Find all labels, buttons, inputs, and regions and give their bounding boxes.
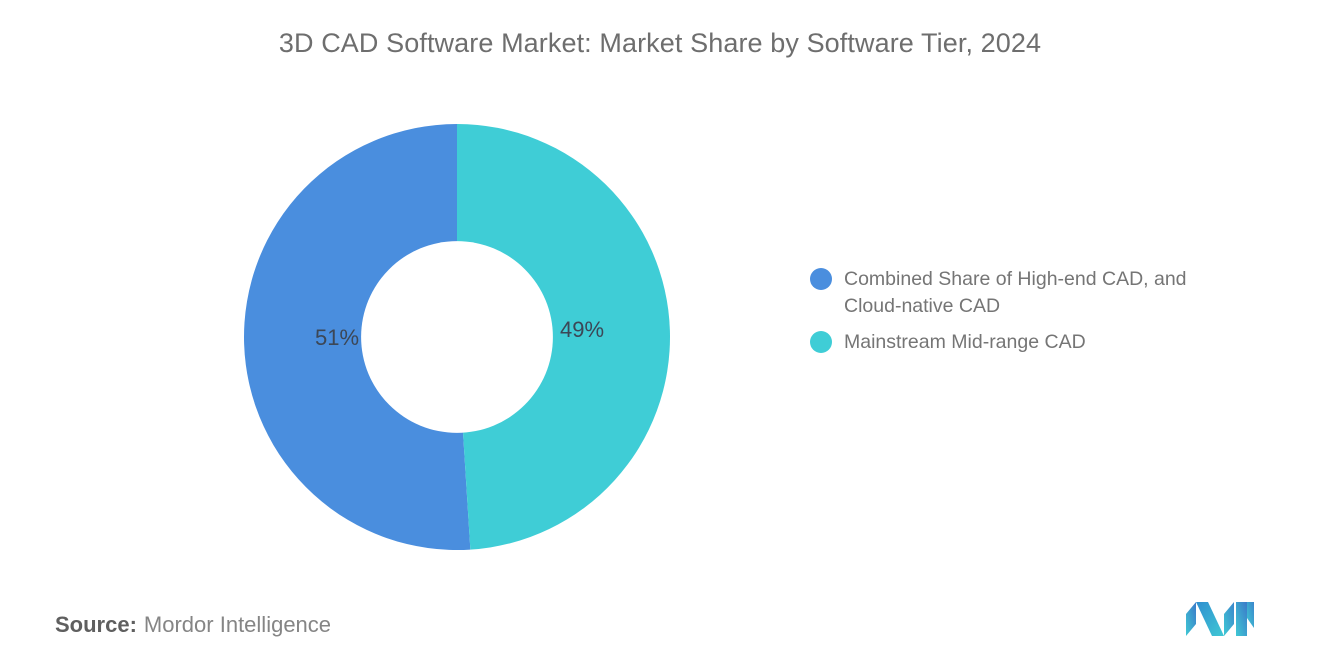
donut-chart: 51% 49% bbox=[242, 122, 672, 552]
donut-chart-svg: 51% 49% bbox=[244, 124, 671, 550]
donut-slice-combined-high-end-cloud-native[interactable] bbox=[244, 124, 471, 550]
legend-swatch-circle-icon bbox=[810, 331, 832, 353]
legend-label-combined-high-end-cloud-native: Combined Share of High-end CAD, and Clou… bbox=[844, 268, 1187, 317]
legend-swatch-circle-icon bbox=[810, 268, 832, 290]
donut-center-hole bbox=[361, 241, 553, 433]
legend-item-mainstream-mid-range[interactable]: Mainstream Mid-range CAD bbox=[810, 329, 1270, 356]
logo-svg bbox=[1186, 602, 1254, 636]
source-line: Source: Mordor Intelligence bbox=[55, 612, 331, 638]
legend-item-combined-high-end-cloud-native[interactable]: Combined Share of High-end CAD, and Clou… bbox=[810, 266, 1270, 320]
source-value: Mordor Intelligence bbox=[143, 612, 332, 637]
chart-legend: Combined Share of High-end CAD, and Clou… bbox=[810, 266, 1270, 365]
chart-title: 3D CAD Software Market: Market Share by … bbox=[278, 28, 1042, 58]
legend-label-mainstream-mid-range: Mainstream Mid-range CAD bbox=[844, 331, 1086, 353]
source-label: Source: bbox=[55, 612, 137, 637]
donut-slice-mainstream-mid-range[interactable] bbox=[457, 124, 671, 550]
mordor-intelligence-logo-icon bbox=[1184, 598, 1256, 640]
donut-data-label-51: 51% bbox=[315, 325, 359, 350]
donut-data-label-49: 49% bbox=[560, 317, 604, 342]
